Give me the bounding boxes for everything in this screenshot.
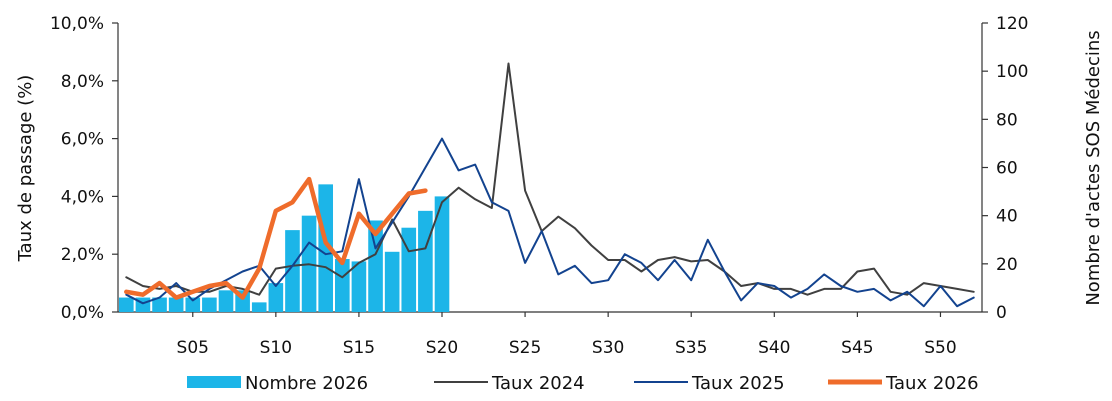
x-tick-label: S35 — [675, 338, 707, 358]
bar-nombre-2026 — [418, 210, 433, 312]
bar-nombre-2026 — [318, 184, 334, 312]
legend-label: Nombre 2026 — [245, 373, 368, 394]
bar-nombre-2026 — [202, 297, 217, 312]
y-right-tick-label: 60 — [996, 159, 1018, 179]
y-right-tick-label: 40 — [996, 207, 1018, 227]
y-right-tick-label: 20 — [996, 255, 1018, 275]
x-tick-label: S50 — [924, 338, 956, 358]
bar-nombre-2026 — [401, 227, 417, 312]
legend: Nombre 2026 Taux 2024 Taux 2025 Taux 2026 — [187, 373, 979, 394]
y-left-tick-label: 10,0% — [50, 14, 104, 34]
y-left-tick-label: 0,0% — [61, 303, 104, 323]
legend-label: Taux 2024 — [491, 373, 585, 394]
line-series-group — [124, 62, 975, 308]
x-tick-label: S05 — [177, 338, 209, 358]
x-tick-label: S15 — [343, 338, 375, 358]
bar-nombre-2026 — [185, 297, 201, 312]
y-axis-right-title: Nombre d'actes SOS Médecins — [1083, 30, 1104, 305]
x-tick-label: S45 — [841, 338, 873, 358]
y-right-tick-label: 0 — [996, 303, 1007, 323]
y-left-tick-label: 8,0% — [61, 72, 104, 92]
bar-nombre-2026 — [351, 261, 367, 312]
bar-nombre-2026 — [285, 230, 300, 312]
bar-nombre-2026 — [218, 290, 234, 312]
y-axis-left-title: Taux de passage (%) — [15, 75, 36, 263]
line-taux-2024 — [125, 62, 975, 296]
x-tick-label: S30 — [592, 338, 624, 358]
bar-nombre-2026 — [334, 259, 350, 312]
y-right-tick-label: 80 — [996, 110, 1018, 130]
x-tick-label: S40 — [758, 338, 790, 358]
x-tick-label: S25 — [509, 338, 541, 358]
bar-nombre-2026 — [268, 283, 284, 312]
y-right-tick-label: 120 — [996, 14, 1028, 34]
bar-nombre-2026 — [434, 196, 450, 312]
x-tick-label: S10 — [260, 338, 292, 358]
legend-label: Taux 2026 — [885, 373, 979, 394]
bar-nombre-2026 — [152, 297, 167, 312]
line-taux-2025 — [125, 137, 975, 308]
y-left-tick-label: 6,0% — [61, 130, 104, 150]
x-tick-label: S20 — [426, 338, 458, 358]
bar-nombre-2026 — [384, 251, 400, 312]
y-right-tick-label: 100 — [996, 62, 1028, 82]
bar-nombre-2026 — [118, 297, 134, 312]
tick-labels: 0,0% 2,0% 4,0% 6,0% 8,0% 10,0% 0 20 40 60 80 100 120… — [50, 14, 1028, 358]
legend-swatch-bar — [187, 376, 241, 388]
legend-label: Taux 2025 — [691, 373, 785, 394]
y-left-tick-label: 4,0% — [61, 187, 104, 207]
y-left-tick-label: 2,0% — [61, 245, 104, 265]
bar-nombre-2026 — [168, 297, 184, 312]
line-taux-2026 — [124, 176, 428, 300]
bar-nombre-2026 — [251, 302, 267, 312]
